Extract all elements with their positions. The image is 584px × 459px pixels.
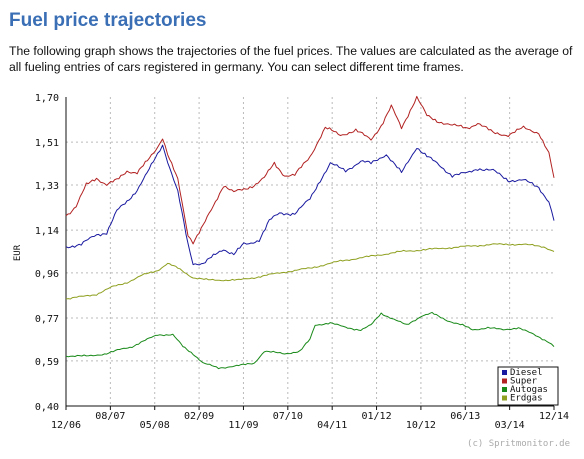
y-tick-label: 1,33 [35,181,59,192]
series-lines [65,95,555,370]
legend-label-diesel: Diesel [510,368,543,378]
x-tick-label: 03/14 [495,420,525,431]
y-tick-label: 1,14 [35,226,59,237]
series-line-diesel [65,144,555,266]
y-tick-label: 1,51 [35,138,59,149]
legend-swatch-diesel [502,370,507,375]
x-tick-label: 10/12 [406,420,436,431]
x-tick-label: 02/09 [184,411,214,422]
series-line-erdgas [65,243,555,300]
page-title: Fuel price trajectories [9,10,207,31]
x-tick-label: 01/12 [361,411,391,422]
legend-swatch-autogas [502,387,507,392]
x-tick-label: 11/09 [228,420,258,431]
legend-label-autogas: Autogas [510,385,548,395]
x-tick-label: 07/10 [273,411,303,422]
series-line-super [65,95,555,245]
legend-label-erdgas: Erdgas [510,394,543,404]
credit-text: (c) Spritmonitor.de [467,439,570,449]
series-line-autogas [65,311,555,370]
y-tick-label: 0,77 [35,314,59,325]
x-tick-label: 12/06 [51,420,81,431]
axes: 1,70 1,51 1,33 1,14 0,96 0,77 0,59 0,40 12/06 08/… [35,93,569,431]
x-tick-label: 06/13 [450,411,480,422]
x-tick-label: 04/11 [317,420,347,431]
legend-label-super: Super [510,377,538,387]
y-tick-label: 1,70 [35,93,59,104]
x-tick-label: 08/07 [95,411,125,422]
x-tick-label: 05/08 [140,420,170,431]
legend-swatch-super [502,378,507,384]
y-tick-label: 0,59 [35,357,59,368]
y-axis-label: EUR [13,244,23,261]
y-tick-label: 0,96 [35,269,59,280]
intro-text: The following graph shows the trajectori… [9,44,573,74]
legend-swatch-erdgas [502,395,507,401]
x-tick-label: 12/14 [539,411,569,422]
grid [66,97,554,406]
y-tick-label: 0,40 [35,402,59,413]
